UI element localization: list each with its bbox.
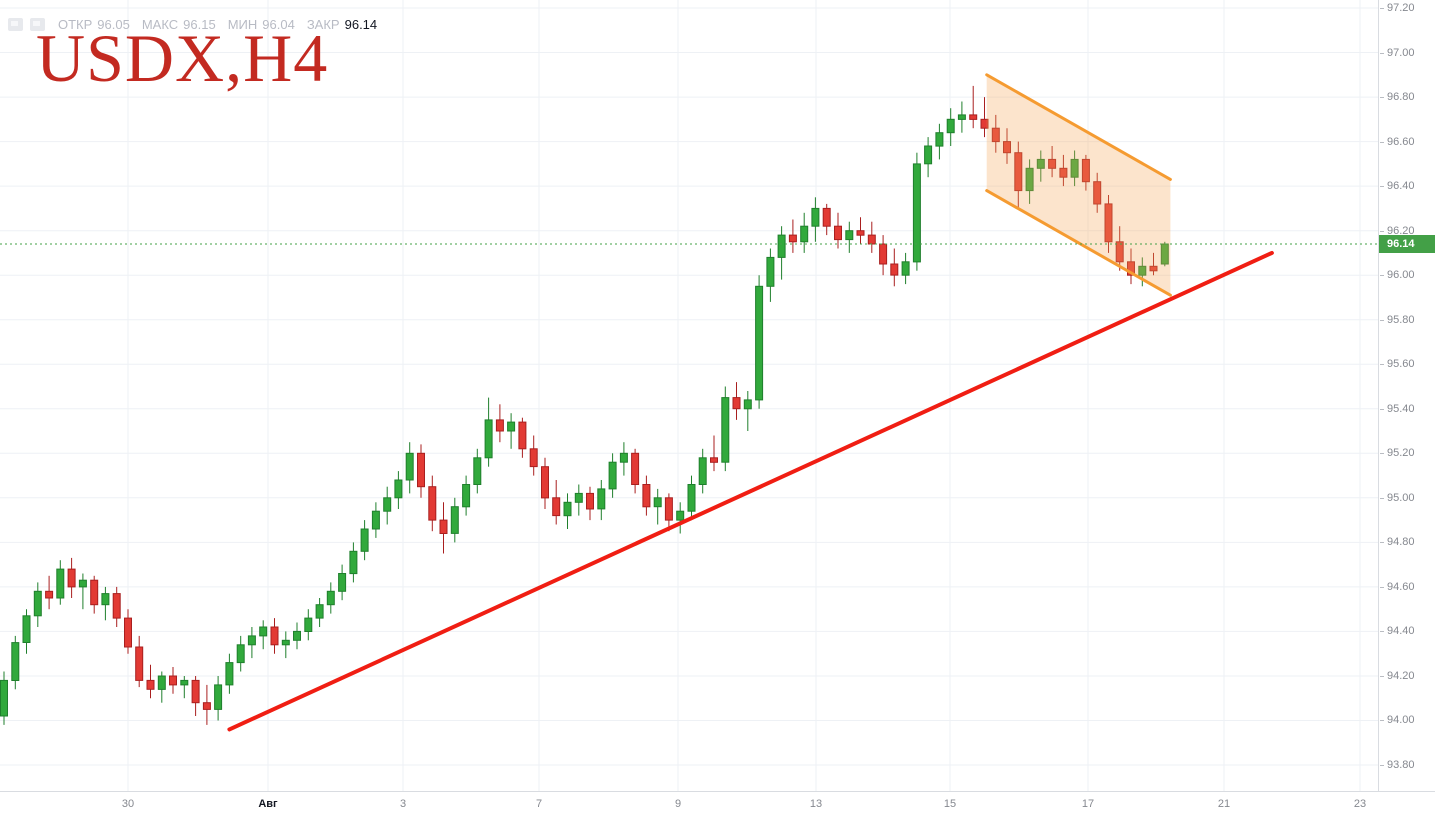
time-axis-label: 9	[674, 798, 682, 810]
price-axis-label: 95.00	[1380, 491, 1415, 505]
high-value: 96.15	[183, 17, 216, 32]
price-axis-label: 94.00	[1380, 713, 1415, 727]
chart-settings-icon[interactable]	[30, 18, 45, 31]
close-label: ЗАКР	[306, 17, 340, 32]
last-price-tag: 96.14	[1379, 235, 1435, 253]
time-axis-label: 13	[809, 798, 823, 810]
time-axis-label: 17	[1081, 798, 1095, 810]
open-label: ОТКР	[58, 17, 93, 32]
time-axis-label: 7	[535, 798, 543, 810]
low-value: 96.04	[262, 17, 295, 32]
price-axis-label: 96.60	[1380, 135, 1415, 149]
price-axis-label: 94.40	[1380, 624, 1415, 638]
time-axis-label: 15	[943, 798, 957, 810]
open-value: 96.05	[97, 17, 130, 32]
price-axis-label: 97.00	[1380, 46, 1415, 60]
price-axis-label: 95.60	[1380, 357, 1415, 371]
price-axis-label: 94.60	[1380, 580, 1415, 594]
price-axis-label: 96.80	[1380, 90, 1415, 104]
price-axis-label: 94.20	[1380, 669, 1415, 683]
time-axis-label: 21	[1217, 798, 1231, 810]
price-axis-label: 97.20	[1380, 1, 1415, 15]
high-label: МАКС	[141, 17, 179, 32]
symbol-watermark: USDX,H4	[36, 20, 329, 96]
time-axis-label: 3	[399, 798, 407, 810]
price-axis-label: 94.80	[1380, 535, 1415, 549]
price-axis-label: 93.80	[1380, 758, 1415, 772]
chart-style-icon[interactable]	[8, 18, 23, 31]
candlestick-chart[interactable]	[0, 0, 1378, 792]
ohlc-info-bar: ОТКР 96.05 МАКС 96.15 МИН 96.04 ЗАКР 96.…	[8, 17, 383, 32]
price-axis-label: 95.80	[1380, 313, 1415, 327]
price-axis[interactable]: 93.80 94.00 94.20 94.40 94.60 94.80 95.00 95.20…	[1378, 0, 1435, 792]
price-axis-label: 96.20	[1380, 224, 1415, 238]
price-axis-label: 96.00	[1380, 268, 1415, 282]
price-axis-label: 95.20	[1380, 446, 1415, 460]
low-label: МИН	[227, 17, 258, 32]
time-axis-label: 30	[121, 798, 135, 810]
price-axis-label: 96.40	[1380, 179, 1415, 193]
close-value: 96.14	[344, 17, 378, 32]
time-axis[interactable]: 30 Авг 3 7 9 13 15 17 21 23	[0, 791, 1435, 819]
time-axis-label: Авг	[258, 798, 278, 810]
price-axis-label: 95.40	[1380, 402, 1415, 416]
time-axis-label: 23	[1353, 798, 1367, 810]
